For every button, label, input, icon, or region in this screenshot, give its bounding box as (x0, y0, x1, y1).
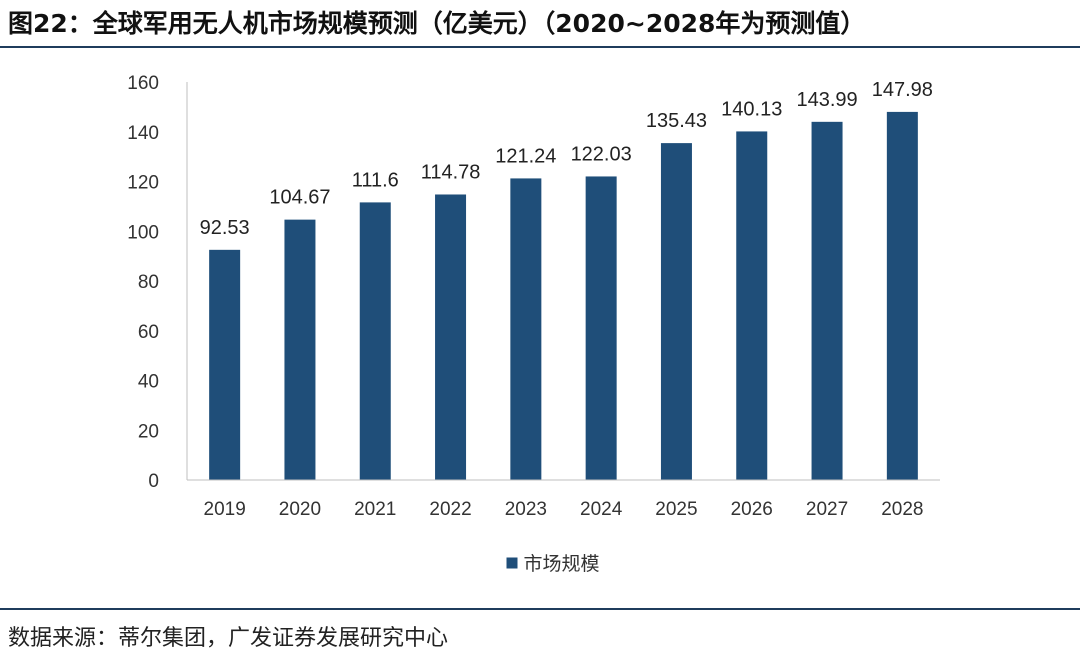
y-tick-label: 140 (127, 123, 159, 144)
data-label: 104.67 (269, 187, 330, 209)
x-tick-label: 2020 (279, 499, 321, 520)
y-tick-label: 60 (138, 322, 159, 343)
legend: 市场规模 (506, 553, 600, 575)
source-note: 数据来源：蒂尔集团，广发证券发展研究中心 (8, 626, 449, 651)
y-tick-label: 120 (127, 173, 159, 194)
bar (585, 176, 617, 480)
data-label: 121.24 (495, 145, 556, 167)
y-tick-label: 40 (138, 372, 159, 393)
source-bar: 数据来源：蒂尔集团，广发证券发展研究中心 (0, 608, 1080, 659)
bar (811, 121, 843, 480)
x-tick-label: 2023 (505, 499, 547, 520)
bar (359, 202, 391, 480)
data-labels: 92.53 104.67 111.6 114.78 121.24 122.03 135.43… (200, 79, 933, 239)
x-tick-label: 2028 (881, 499, 923, 520)
x-tick-label: 2025 (655, 499, 697, 520)
bar (660, 143, 692, 481)
chart-title: 图22：全球军用无人机市场规模预测（亿美元）（2020~2028年为预测值） (8, 9, 866, 38)
bar (209, 249, 241, 480)
bar (886, 111, 918, 480)
x-tick-label: 2026 (731, 499, 773, 520)
y-tick-label: 80 (138, 272, 159, 293)
data-label: 147.98 (872, 79, 933, 101)
x-tick-label: 2024 (580, 499, 623, 520)
y-tick-label: 0 (148, 471, 159, 492)
bar-chart: 0 20 40 60 80 100 120 140 160 92.53 104.67 111.6 11… (127, 73, 940, 575)
x-tick-label: 2022 (429, 499, 471, 520)
bars (209, 111, 918, 481)
legend-label: 市场规模 (524, 553, 600, 575)
legend-swatch (506, 557, 518, 569)
y-axis: 0 20 40 60 80 100 120 140 160 (127, 73, 188, 492)
bar (435, 194, 467, 481)
data-label: 135.43 (646, 110, 707, 132)
data-label: 122.03 (571, 143, 632, 165)
data-label: 114.78 (421, 161, 481, 183)
data-label: 140.13 (721, 98, 782, 120)
y-tick-label: 100 (127, 222, 159, 243)
bar (736, 131, 768, 480)
x-tick-label: 2027 (806, 499, 848, 520)
bar (284, 219, 316, 481)
x-axis: 2019 2020 2021 2022 2023 2024 2025 2026 2027 2028 (187, 479, 940, 520)
data-label: 143.99 (796, 89, 857, 111)
bar (510, 178, 542, 480)
data-label: 92.53 (200, 217, 250, 239)
y-tick-label: 160 (127, 73, 159, 94)
data-label: 111.6 (352, 169, 399, 191)
chart-area: 0 20 40 60 80 100 120 140 160 92.53 104.67 111.6 11… (0, 48, 1080, 603)
title-bar: 图22：全球军用无人机市场规模预测（亿美元）（2020~2028年为预测值） (0, 0, 1080, 48)
y-tick-label: 20 (138, 421, 159, 442)
x-tick-label: 2021 (354, 499, 396, 520)
x-tick-label: 2019 (204, 499, 246, 520)
